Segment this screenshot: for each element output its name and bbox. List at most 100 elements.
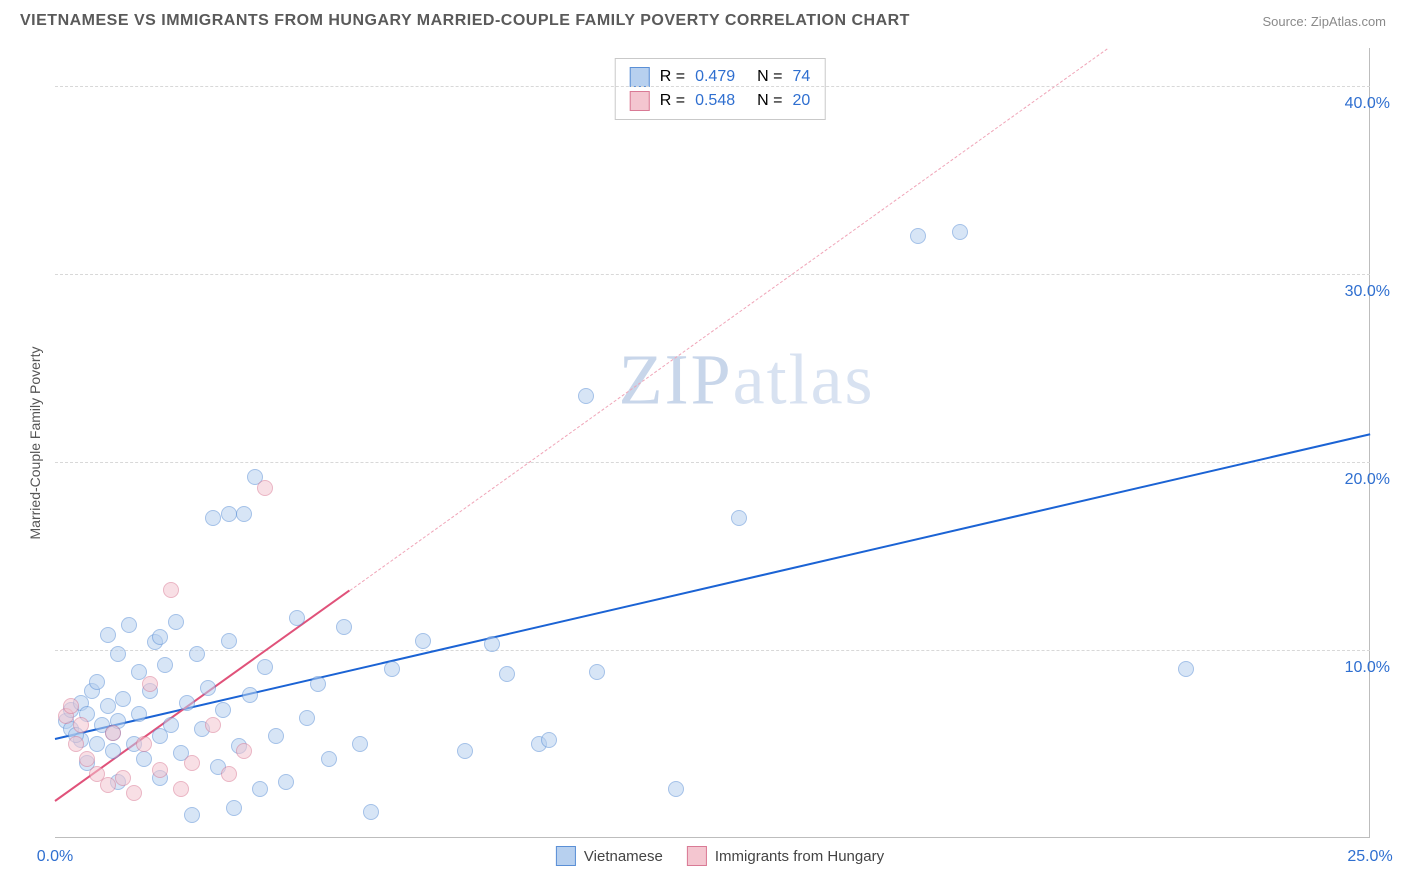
data-point [115,770,131,786]
data-point [321,751,337,767]
legend-swatch [630,91,650,111]
data-point [189,646,205,662]
grid-line [55,462,1370,463]
data-point [105,725,121,741]
grid-line [55,650,1370,651]
data-point [68,736,84,752]
y-tick-label: 30.0% [1345,283,1390,301]
series-legend: Vietnamese Immigrants from Hungary [556,846,884,866]
data-point [252,781,268,797]
legend-n-label: N = [757,92,782,110]
data-point [157,657,173,673]
data-point [173,781,189,797]
data-point [100,698,116,714]
stats-legend: R = 0.479 N = 74 R = 0.548 N = 20 [615,58,826,120]
x-tick-label: 25.0% [1347,848,1392,866]
chart-title: VIETNAMESE VS IMMIGRANTS FROM HUNGARY MA… [20,12,910,30]
data-point [110,646,126,662]
legend-swatch [556,846,576,866]
data-point [484,636,500,652]
legend-r-label: R = [660,68,685,86]
data-point [226,800,242,816]
data-point [278,774,294,790]
data-point [910,228,926,244]
legend-row: R = 0.548 N = 20 [630,89,811,113]
x-axis-line [55,837,1370,838]
data-point [268,728,284,744]
data-point [105,743,121,759]
data-point [200,680,216,696]
data-point [79,751,95,767]
data-point [310,676,326,692]
data-point [121,617,137,633]
data-point [363,804,379,820]
data-point [184,807,200,823]
data-point [89,736,105,752]
data-point [179,695,195,711]
grid-line [55,274,1370,275]
data-point [184,755,200,771]
data-point [215,702,231,718]
legend-n-label: N = [757,68,782,86]
data-point [668,781,684,797]
legend-r-value: 0.548 [695,92,735,110]
watermark: ZIPatlas [619,338,875,421]
y-tick-label: 10.0% [1345,659,1390,677]
data-point [73,717,89,733]
data-point [289,610,305,626]
series-legend-label: Vietnamese [584,848,663,865]
data-point [457,743,473,759]
series-legend-item: Immigrants from Hungary [687,846,884,866]
series-legend-item: Vietnamese [556,846,663,866]
data-point [205,510,221,526]
data-point [336,619,352,635]
data-point [63,698,79,714]
data-point [1178,661,1194,677]
legend-swatch [687,846,707,866]
data-point [415,633,431,649]
data-point [352,736,368,752]
data-point [136,736,152,752]
data-point [163,582,179,598]
data-point [221,633,237,649]
grid-line [55,86,1370,87]
data-point [242,687,258,703]
legend-swatch [630,67,650,87]
data-point [731,510,747,526]
y-tick-label: 40.0% [1345,95,1390,113]
data-point [100,777,116,793]
data-point [221,766,237,782]
data-point [952,224,968,240]
data-point [541,732,557,748]
series-legend-label: Immigrants from Hungary [715,848,884,865]
data-point [205,717,221,733]
x-tick-label: 0.0% [37,848,73,866]
legend-n-value: 74 [792,68,810,86]
data-point [499,666,515,682]
data-point [589,664,605,680]
y-axis-label: Married-Couple Family Poverty [27,347,43,540]
legend-n-value: 20 [792,92,810,110]
data-point [136,751,152,767]
data-point [236,506,252,522]
data-point [257,659,273,675]
plot-area: ZIPatlas R = 0.479N = 74R = 0.548N = 20 … [55,48,1385,838]
legend-r-label: R = [660,92,685,110]
chart-container: Married-Couple Family Poverty ZIPatlas R… [55,48,1385,838]
legend-r-value: 0.479 [695,68,735,86]
data-point [384,661,400,677]
data-point [152,762,168,778]
data-point [257,480,273,496]
data-point [299,710,315,726]
data-point [152,629,168,645]
data-point [89,674,105,690]
data-point [126,785,142,801]
source-attribution: Source: ZipAtlas.com [1262,14,1386,29]
y-tick-label: 20.0% [1345,471,1390,489]
data-point [578,388,594,404]
data-point [142,676,158,692]
data-point [163,717,179,733]
data-point [115,691,131,707]
trend-line [349,48,1107,591]
data-point [168,614,184,630]
